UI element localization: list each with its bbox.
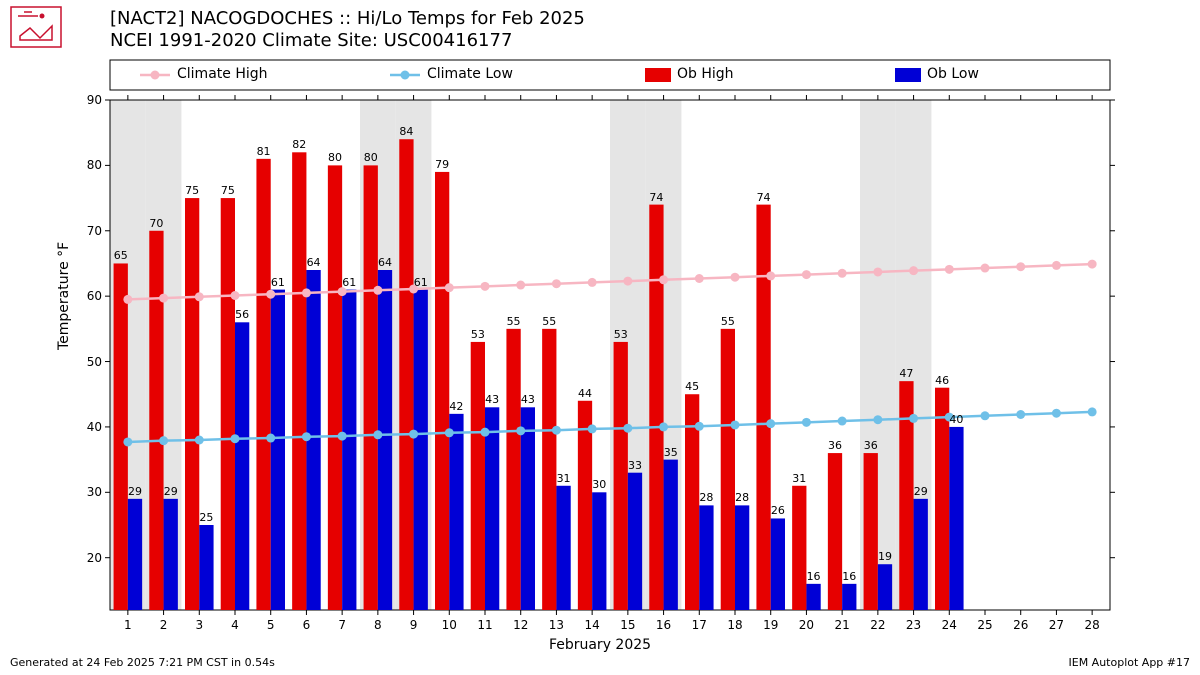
x-tick-label: 19 xyxy=(763,618,778,632)
bar-label-high: 74 xyxy=(757,191,771,204)
y-tick-label: 90 xyxy=(72,93,102,107)
bar-label-high: 55 xyxy=(721,315,735,328)
bar-label-low: 29 xyxy=(164,485,178,498)
bar-label-high: 79 xyxy=(435,158,449,171)
bar-label-high: 70 xyxy=(149,217,163,230)
bar-label-low: 29 xyxy=(914,485,928,498)
bar-label-low: 43 xyxy=(485,393,499,406)
x-tick-label: 2 xyxy=(160,618,168,632)
x-tick-label: 12 xyxy=(513,618,528,632)
legend-label: Climate Low xyxy=(427,66,513,82)
bar-label-low: 40 xyxy=(949,413,963,426)
x-tick-label: 20 xyxy=(799,618,814,632)
bar-label-high: 82 xyxy=(292,138,306,151)
bar-label-high: 80 xyxy=(364,151,378,164)
bar-label-high: 75 xyxy=(185,184,199,197)
x-tick-label: 16 xyxy=(656,618,671,632)
bar-label-high: 53 xyxy=(471,328,485,341)
bar-label-low: 61 xyxy=(271,276,285,289)
x-tick-label: 26 xyxy=(1013,618,1028,632)
y-tick-label: 30 xyxy=(72,485,102,499)
x-tick-label: 6 xyxy=(303,618,311,632)
x-tick-label: 5 xyxy=(267,618,275,632)
bar-label-high: 81 xyxy=(257,145,271,158)
x-tick-label: 3 xyxy=(195,618,203,632)
x-tick-label: 23 xyxy=(906,618,921,632)
x-tick-label: 13 xyxy=(549,618,564,632)
x-tick-label: 22 xyxy=(870,618,885,632)
bar-label-low: 25 xyxy=(199,511,213,524)
bar-label-low: 26 xyxy=(771,504,785,517)
x-tick-label: 10 xyxy=(442,618,457,632)
x-tick-label: 15 xyxy=(620,618,635,632)
bar-label-high: 31 xyxy=(792,472,806,485)
x-tick-label: 4 xyxy=(231,618,239,632)
bar-label-low: 28 xyxy=(735,491,749,504)
x-tick-label: 18 xyxy=(727,618,742,632)
bar-label-low: 56 xyxy=(235,308,249,321)
bar-label-low: 35 xyxy=(664,446,678,459)
bar-label-high: 46 xyxy=(935,374,949,387)
y-tick-label: 40 xyxy=(72,420,102,434)
bar-label-low: 16 xyxy=(807,570,821,583)
bar-label-low: 19 xyxy=(878,550,892,563)
x-tick-label: 24 xyxy=(942,618,957,632)
bar-label-high: 74 xyxy=(649,191,663,204)
x-tick-label: 9 xyxy=(410,618,418,632)
y-tick-label: 80 xyxy=(72,158,102,172)
x-tick-label: 7 xyxy=(338,618,346,632)
bar-label-high: 36 xyxy=(828,439,842,452)
bar-label-low: 16 xyxy=(842,570,856,583)
bar-label-low: 28 xyxy=(699,491,713,504)
bar-label-low: 64 xyxy=(378,256,392,269)
x-tick-label: 25 xyxy=(977,618,992,632)
x-tick-label: 28 xyxy=(1085,618,1100,632)
x-tick-label: 21 xyxy=(835,618,850,632)
bar-label-low: 30 xyxy=(592,478,606,491)
legend-label: Ob Low xyxy=(927,66,979,82)
bar-label-high: 53 xyxy=(614,328,628,341)
x-tick-label: 27 xyxy=(1049,618,1064,632)
bar-label-low: 42 xyxy=(449,400,463,413)
x-tick-label: 17 xyxy=(692,618,707,632)
bar-label-high: 80 xyxy=(328,151,342,164)
bar-label-high: 55 xyxy=(507,315,521,328)
bar-label-low: 33 xyxy=(628,459,642,472)
bar-label-low: 43 xyxy=(521,393,535,406)
bar-label-low: 61 xyxy=(342,276,356,289)
x-tick-label: 14 xyxy=(585,618,600,632)
bar-label-high: 36 xyxy=(864,439,878,452)
bar-label-high: 75 xyxy=(221,184,235,197)
x-tick-label: 11 xyxy=(477,618,492,632)
bar-label-high: 65 xyxy=(114,249,128,262)
y-tick-label: 60 xyxy=(72,289,102,303)
bar-label-low: 29 xyxy=(128,485,142,498)
bar-label-high: 44 xyxy=(578,387,592,400)
legend-label: Ob High xyxy=(677,66,734,82)
y-tick-label: 20 xyxy=(72,551,102,565)
bar-label-high: 47 xyxy=(899,367,913,380)
bar-label-high: 84 xyxy=(399,125,413,138)
y-tick-label: 70 xyxy=(72,224,102,238)
chart-labels: Climate High Climate Low Ob High Ob Low 20 30… xyxy=(0,0,1200,675)
bar-label-low: 64 xyxy=(307,256,321,269)
bar-label-high: 55 xyxy=(542,315,556,328)
legend-label: Climate High xyxy=(177,66,268,82)
bar-label-high: 45 xyxy=(685,380,699,393)
y-tick-label: 50 xyxy=(72,355,102,369)
bar-label-low: 61 xyxy=(414,276,428,289)
x-tick-label: 1 xyxy=(124,618,132,632)
x-tick-label: 8 xyxy=(374,618,382,632)
bar-label-low: 31 xyxy=(557,472,571,485)
